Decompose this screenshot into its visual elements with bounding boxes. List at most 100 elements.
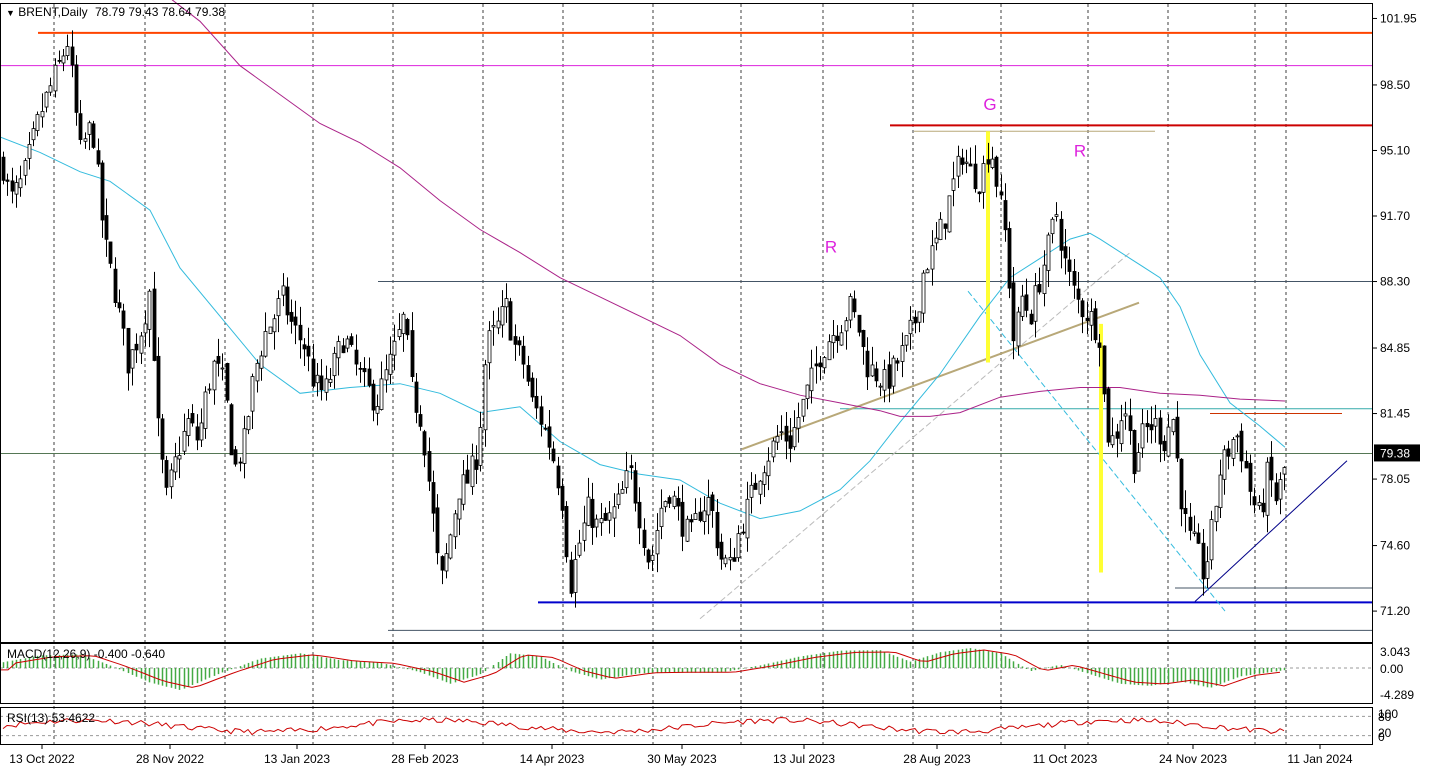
candle-body [147,290,152,330]
candle-body [500,306,505,326]
candle-body [1201,542,1206,580]
candle-body [788,435,793,449]
candle-body [543,427,548,430]
candle-body [913,316,918,324]
candle-body [745,498,750,539]
candle-body [827,341,832,361]
candle-body [336,341,341,359]
candle-body [762,472,767,485]
candle-body [582,522,587,541]
candle-body [1205,561,1210,579]
candle-body [753,482,758,490]
candle-body [749,484,754,498]
candle-body [427,451,432,482]
candle-body [113,268,118,304]
x-tick-label: 13 Jul 2023 [773,752,835,766]
candle-body [388,353,393,375]
candle-body [547,426,552,448]
candle-body [1011,282,1016,342]
candle-body [599,518,604,524]
candle-body [1076,288,1081,300]
pattern-annotation: G [983,95,996,114]
candle-body [887,364,892,389]
macd-label: MACD(12,26,9) -0.400 -0.640 [7,647,166,661]
candle-body [590,498,595,528]
candle-body [1020,295,1025,317]
candle-body [487,330,492,364]
candle-body [1214,505,1219,523]
x-tick-label: 11 Oct 2023 [1033,752,1098,766]
candle-body [732,557,737,562]
candle-body [1,156,6,181]
macd-tick-label: -4.289 [1380,688,1414,702]
candle-body [1102,345,1107,395]
candle-body [1132,430,1137,475]
candle-body [951,178,956,191]
y-tick-label: 101.95 [1380,11,1417,25]
macd-signal-line [0,649,1281,688]
candle-body [805,384,810,400]
candle-body [1239,430,1244,462]
candle-body [633,470,638,504]
candle-body [104,215,109,240]
candle-body [818,362,823,368]
x-tick-label: 28 Nov 2022 [136,752,204,766]
y-tick-label: 88.30 [1380,275,1410,289]
candle-body [857,314,862,333]
candle-body [534,395,539,409]
candle-body [766,460,771,477]
candle-body [917,311,922,323]
candle-body [345,338,350,349]
chart-header: ▼ BRENT,Daily 78.79 79.43 78.64 79.38 [6,5,225,19]
candle-body [289,311,294,322]
candle-body [693,513,698,520]
x-tick-label: 30 May 2023 [647,752,717,766]
candle-body [646,549,651,563]
candle-body [1278,479,1283,500]
candle-body [960,157,965,165]
candle-body [1274,482,1279,502]
candle-body [1128,415,1133,432]
candle-body [1080,300,1085,318]
candle-body [405,318,410,336]
candle-body [233,449,238,465]
candle-body [728,556,733,561]
candle-body [134,343,139,351]
candle-body [1119,420,1124,445]
rsi-panel-border [0,707,1373,745]
candle-body [530,377,535,398]
candle-body [255,362,260,382]
candle-body [539,406,544,425]
candle-body [328,378,333,383]
candle-body [108,241,113,264]
candle-body [1042,264,1047,294]
candle-body [358,367,363,370]
candle-body [1063,246,1068,259]
candle-body [246,416,251,431]
candle-body [560,485,565,511]
candle-body [1192,531,1197,534]
x-tick-label: 28 Feb 2023 [391,752,459,766]
candle-body [977,191,982,195]
candle-body [981,163,986,193]
candle-body [177,455,182,460]
candle-body [689,519,694,523]
last-price-label: 79.38 [1380,446,1410,460]
rsi-line [2,716,1285,736]
candle-body [715,511,720,549]
candle-body [1188,516,1193,531]
dropdown-arrow-icon[interactable]: ▼ [6,8,15,18]
x-tick-label: 13 Oct 2022 [9,752,75,766]
candle-body [1059,218,1064,251]
candle-body [281,285,286,296]
candle-body [698,511,703,521]
candle-body [31,128,36,141]
candle-body [1140,423,1145,449]
candle-body [139,335,144,354]
candle-body [865,350,870,378]
candle-body [990,158,995,168]
candle-body [1029,313,1034,325]
candle-body [457,498,462,520]
